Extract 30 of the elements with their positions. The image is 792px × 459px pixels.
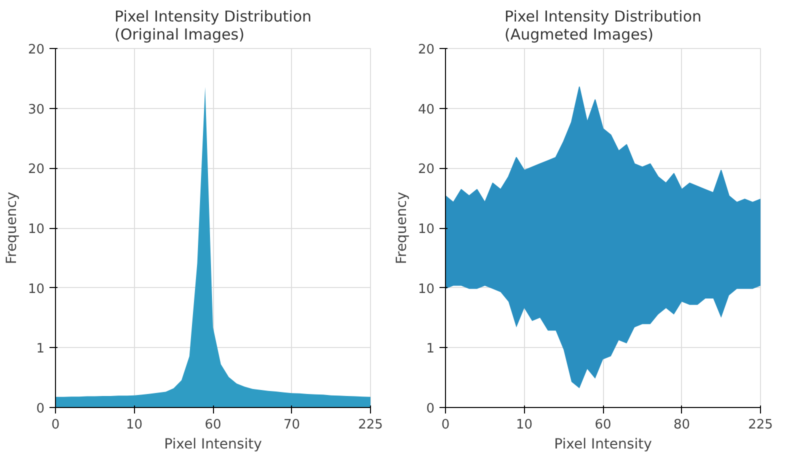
text: 10 xyxy=(418,222,435,237)
x-tick-label: 225 xyxy=(358,418,383,432)
text: 0 xyxy=(426,402,435,416)
text: 20 xyxy=(28,42,45,58)
x-axis-title: Pixel Intensity xyxy=(554,436,652,452)
text: 10 xyxy=(418,282,435,297)
text: 10 xyxy=(28,282,45,297)
text: 20 xyxy=(418,42,435,58)
x-axis-title: Pixel Intensity xyxy=(164,436,262,452)
y-axis-title: Frequency xyxy=(4,192,20,264)
text: 20 xyxy=(418,162,435,178)
text: 1 xyxy=(426,342,435,357)
x-tick-label: 60 xyxy=(204,418,222,432)
text: 40 xyxy=(418,102,435,118)
chart-title: Pixel Intensity Distribution (Original Images) xyxy=(114,8,312,44)
x-tick-label: 225 xyxy=(748,418,773,432)
chart-title: Pixel Intensity Distribution (Augmeted Images) xyxy=(504,8,702,44)
text: 30 xyxy=(28,102,45,118)
x-tick-label: 10 xyxy=(126,418,143,432)
x-tick-label: 80 xyxy=(673,418,690,432)
text: 10 xyxy=(28,222,45,237)
text: 20 xyxy=(28,162,45,178)
x-tick-label: 10 xyxy=(516,418,533,432)
x-tick-label: 70 xyxy=(283,418,300,432)
text: 0 xyxy=(36,402,45,416)
text: 1 xyxy=(36,342,45,357)
x-tick-label: 0 xyxy=(441,418,450,432)
y-axis-title: Frequency xyxy=(394,192,410,264)
x-tick-label: 0 xyxy=(51,418,60,432)
x-tick-label: 60 xyxy=(594,418,612,432)
